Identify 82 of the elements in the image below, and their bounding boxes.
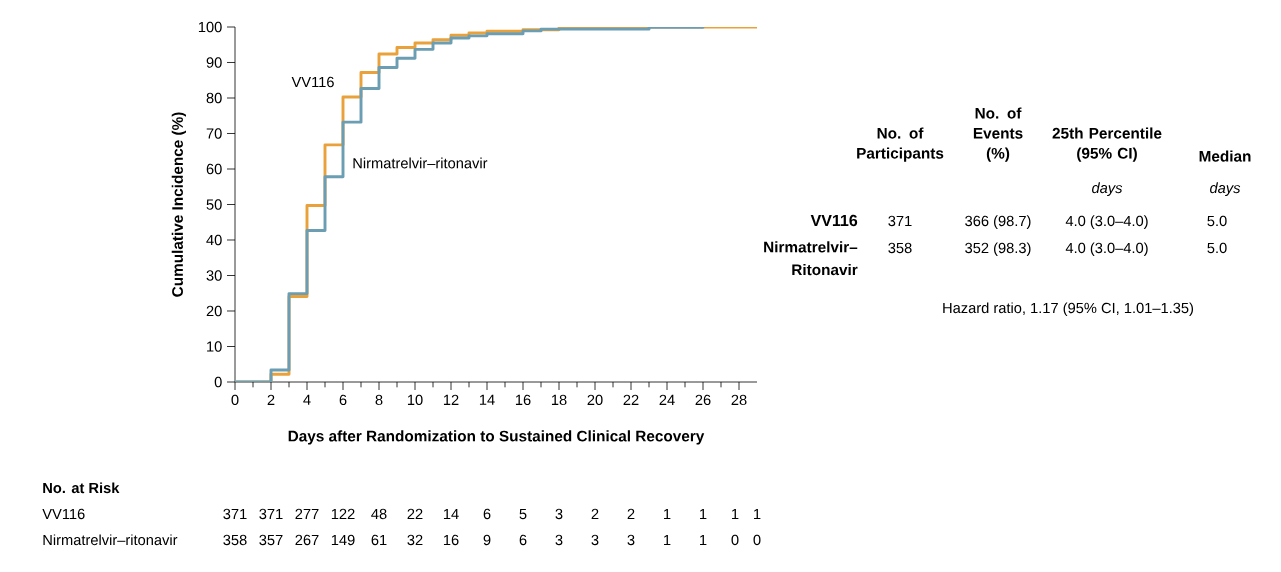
x-tick-label: 28 [731, 394, 747, 406]
text: 3 [627, 534, 635, 546]
text: 1 [700, 534, 707, 545]
text: days [1092, 182, 1123, 197]
text: 4.0 (3.0–4.0) [1065, 215, 1148, 230]
text: Hazard ratio, 1.17 (95% CI, 1.01–1.35) [943, 302, 1194, 317]
text: 22 [407, 508, 423, 519]
text: 61 [371, 534, 387, 546]
x-tick-label: 14 [479, 394, 495, 405]
y-tick-label: 20 [206, 305, 222, 317]
text: 5.0 [1207, 215, 1227, 227]
text: 2 [627, 508, 635, 519]
text: 25th Percentile (95% CI) [1052, 127, 1162, 162]
text: 14 [443, 508, 459, 519]
y-tick-label: 80 [206, 92, 222, 104]
x-tick-label: 22 [623, 394, 639, 405]
text: 1 [664, 508, 671, 519]
x-tick-label: 6 [339, 394, 347, 406]
y-tick-label: 0 [214, 376, 222, 388]
text: 366 (98.7) [965, 215, 1031, 230]
text: 1 [700, 508, 707, 519]
text: No. at Risk [43, 482, 120, 494]
text: 357 [259, 534, 283, 546]
text: 277 [295, 508, 319, 519]
text: VV116 [810, 214, 858, 227]
text: days [1210, 182, 1241, 197]
y-tick-label: 100 [198, 21, 222, 33]
x-axis-title: Days after Randomization to Sustained Clinical Recovery [288, 430, 705, 445]
text: 1 [732, 508, 739, 519]
y-tick-label: 90 [206, 57, 222, 68]
x-tick-label: 24 [659, 394, 675, 405]
text: 371 [888, 215, 912, 227]
text: 267 [295, 534, 319, 546]
series-label: Nirmatrelvir–ritonavir [353, 157, 488, 169]
text: 352 (98.3) [965, 242, 1031, 257]
text: 5.0 [1207, 242, 1227, 254]
text: 358 [223, 534, 247, 546]
text: 3 [555, 508, 563, 520]
text: No. of Events (%) [973, 107, 1023, 162]
text: 16 [443, 534, 459, 546]
text: 371 [223, 508, 247, 520]
y-tick-label: 30 [206, 270, 222, 281]
text: No. of Participants [857, 127, 944, 162]
text: 2 [591, 508, 599, 519]
x-tick-label: 20 [587, 394, 603, 406]
series-label: VV116 [291, 76, 334, 88]
text: 0 [731, 534, 739, 546]
text: 149 [331, 534, 355, 546]
text: Nirmatrelvir–ritonavir [43, 534, 178, 546]
x-tick-label: 18 [551, 394, 567, 406]
text: VV116 [42, 508, 85, 520]
text: 371 [259, 508, 283, 520]
y-axis-title: Cumulative Incidence (%) [171, 112, 186, 297]
text: Median [1199, 150, 1251, 162]
x-tick-label: 4 [303, 394, 311, 405]
text: 5 [519, 508, 527, 520]
x-tick-label: 12 [443, 394, 459, 405]
y-tick-label: 40 [206, 234, 222, 246]
text: 3 [555, 534, 563, 546]
text: 3 [591, 534, 599, 546]
x-tick-label: 16 [515, 394, 531, 406]
x-tick-label: 2 [267, 394, 275, 405]
y-tick-label: 60 [206, 163, 222, 175]
text: 6 [519, 534, 527, 546]
x-tick-label: 10 [407, 394, 423, 406]
x-tick-label: 26 [695, 394, 711, 406]
x-tick-label: 8 [375, 394, 383, 406]
text: 48 [371, 508, 387, 520]
text: 32 [407, 534, 423, 546]
text: 0 [753, 534, 761, 546]
text: 122 [331, 508, 355, 519]
text: 358 [888, 242, 912, 254]
text: 1 [754, 508, 761, 519]
x-tick-label: 0 [231, 394, 239, 406]
text: 4.0 (3.0–4.0) [1065, 242, 1148, 257]
text: 6 [483, 508, 491, 520]
text: 9 [483, 534, 491, 546]
y-tick-label: 70 [206, 128, 222, 139]
text: Nirmatrelvir–Ritonavir [764, 241, 858, 276]
y-tick-label: 50 [206, 199, 222, 210]
text: 1 [664, 534, 671, 545]
y-tick-label: 10 [207, 341, 222, 352]
